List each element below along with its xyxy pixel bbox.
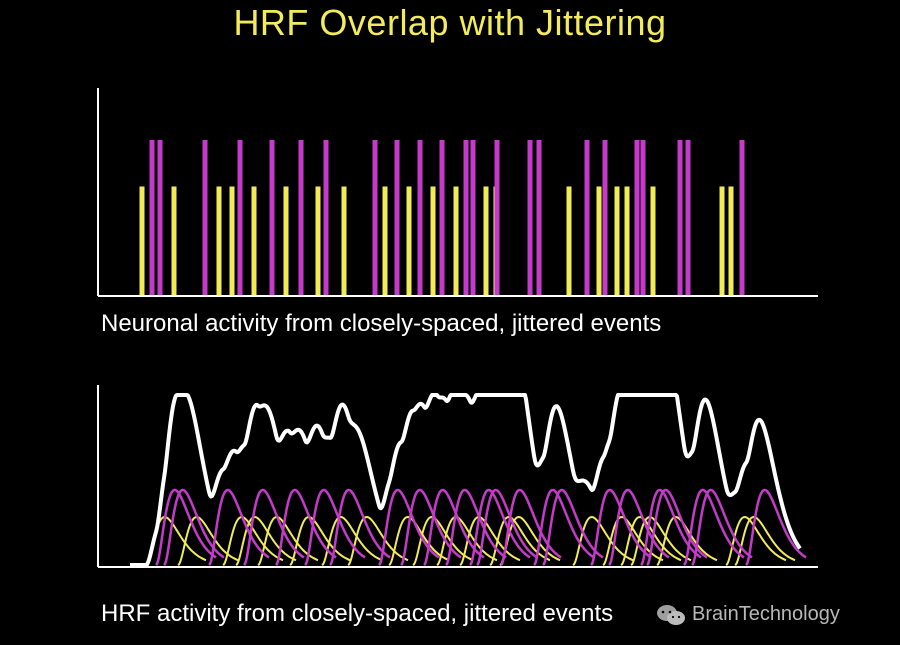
hrf-curve-yellow: [436, 515, 498, 566]
event-bar-yellow: [251, 186, 257, 295]
watermark: BrainTechnology: [656, 603, 840, 626]
event-bar-yellow: [614, 186, 620, 295]
event-bar-yellow: [624, 186, 630, 295]
event-bar-magenta: [149, 140, 155, 295]
hrf-curve-magenta: [542, 488, 604, 566]
hrf-curve-magenta: [275, 488, 337, 566]
hrf-curve-yellow: [656, 515, 718, 566]
event-bar-yellow: [216, 186, 222, 295]
event-bar-magenta: [527, 140, 533, 295]
hrf-panel: [97, 385, 818, 568]
hrf-curve-yellow: [321, 515, 383, 566]
event-bar-magenta: [439, 140, 445, 295]
chart-title: HRF Overlap with Jittering: [233, 2, 667, 43]
hrf-curve-magenta: [304, 488, 366, 566]
hrf-curve-magenta: [640, 488, 702, 566]
hrf-caption: HRF activity from closely-spaced, jitter…: [101, 600, 614, 627]
hrf-curve-magenta: [646, 488, 708, 566]
event-bar-magenta: [584, 140, 590, 295]
summed-hrf-curve: [129, 393, 802, 567]
event-bar-yellow: [171, 186, 177, 295]
hrf-curve-magenta: [155, 488, 217, 566]
event-bar-yellow: [566, 186, 572, 295]
hrf-curve-magenta: [243, 488, 305, 566]
hrf-curve-magenta: [608, 488, 670, 566]
event-bar-yellow: [341, 186, 347, 295]
event-bar-yellow: [382, 186, 388, 295]
hrf-curve-yellow: [734, 515, 796, 566]
event-bar-magenta: [372, 140, 378, 295]
event-bar-magenta: [470, 140, 476, 295]
event-bar-magenta: [394, 140, 400, 295]
hrf-curve-yellow: [725, 515, 787, 566]
event-bar-yellow: [453, 186, 459, 295]
event-bar-magenta: [602, 140, 608, 295]
event-bar-yellow: [283, 186, 289, 295]
hrf-curve-yellow: [222, 515, 284, 566]
hrf-curve-magenta: [683, 488, 745, 566]
event-bar-yellow: [728, 186, 734, 295]
event-bar-yellow: [430, 186, 436, 295]
event-bar-yellow: [229, 186, 235, 295]
event-bar-magenta: [237, 140, 243, 295]
hrf-curve-yellow: [388, 515, 450, 566]
event-bar-yellow: [483, 186, 489, 295]
hrf-curve-yellow: [289, 515, 351, 566]
event-bar-yellow: [315, 186, 321, 295]
event-bar-magenta: [202, 140, 208, 295]
hrf-curve-magenta: [208, 488, 270, 566]
event-bar-magenta: [417, 140, 423, 295]
hrf-curve-magenta: [445, 488, 507, 566]
event-bar-magenta: [536, 140, 542, 295]
hrf-curve-magenta: [500, 488, 562, 566]
event-bar-yellow: [650, 186, 656, 295]
hrf-curve-magenta: [476, 488, 538, 566]
hrf-curve-yellow: [630, 515, 692, 566]
event-bar-magenta: [298, 140, 304, 295]
event-bar-yellow: [406, 186, 412, 295]
hrf-curve-magenta: [745, 488, 807, 566]
hrf-curve-yellow: [412, 515, 474, 566]
hrf-curve-magenta: [329, 488, 391, 566]
neuronal-panel: [97, 88, 818, 297]
event-bar-magenta: [677, 140, 683, 295]
hrf-curve-yellow: [602, 515, 664, 566]
event-bar-magenta: [269, 140, 275, 295]
hrf-curve-yellow: [235, 515, 297, 566]
event-bar-magenta: [640, 140, 646, 295]
event-bar-magenta: [463, 140, 469, 295]
event-bar-yellow: [596, 186, 602, 295]
event-bar-yellow: [719, 186, 725, 295]
event-bar-yellow: [139, 186, 145, 295]
event-bar-magenta: [685, 140, 691, 295]
hrf-curve-magenta: [533, 488, 595, 566]
hrf-curve-magenta: [590, 488, 652, 566]
hrf-curve-yellow: [347, 515, 409, 566]
event-bar-magenta: [157, 140, 163, 295]
neuronal-caption: Neuronal activity from closely-spaced, j…: [101, 310, 662, 337]
hrf-curve-magenta: [469, 488, 531, 566]
event-bar-magenta: [739, 140, 745, 295]
hrf-curve-yellow: [459, 515, 521, 566]
hrf-curve-magenta: [691, 488, 753, 566]
event-bar-magenta: [494, 140, 500, 295]
wechat-icon: [657, 604, 685, 625]
event-bar-magenta: [323, 140, 329, 295]
event-bar-magenta: [634, 140, 640, 295]
hrf-curve-yellow: [489, 515, 551, 566]
watermark-text: BrainTechnology: [692, 603, 840, 625]
